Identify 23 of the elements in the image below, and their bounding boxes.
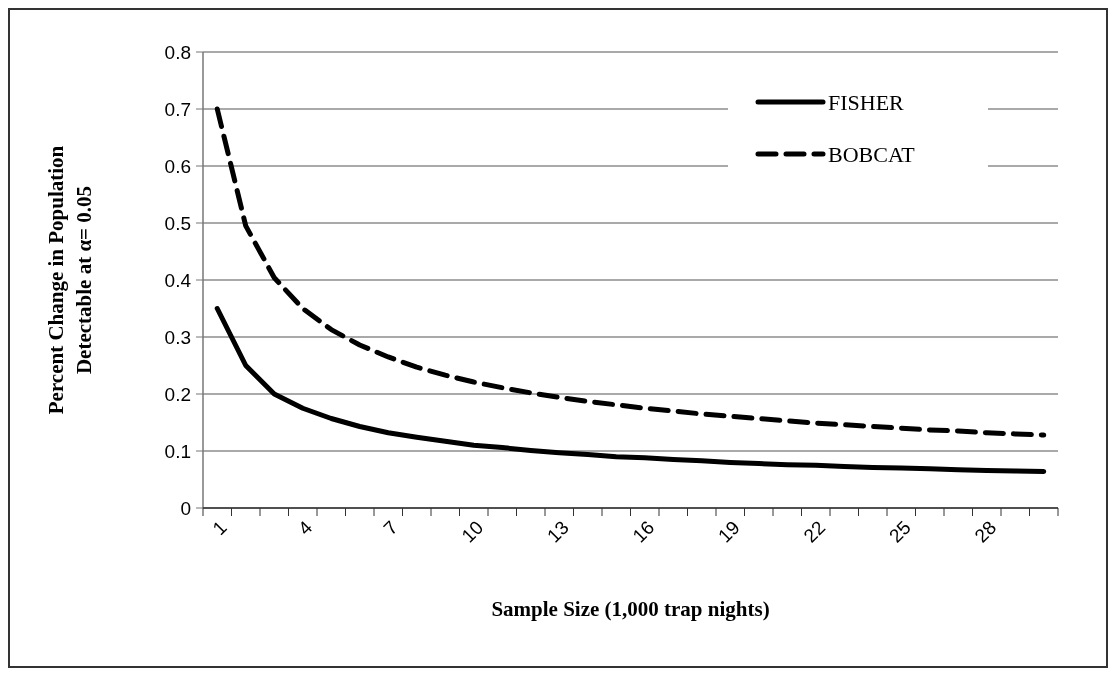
y-tick-label: 0 (180, 497, 191, 519)
x-tick-label: 7 (379, 516, 402, 540)
y-tick-label: 0.8 (164, 41, 191, 63)
y-tick-label: 0.2 (164, 383, 191, 405)
x-tick-label: 1 (208, 516, 231, 540)
y-tick-label: 0.4 (164, 269, 192, 291)
y-tick-label: 0.3 (164, 326, 191, 348)
y-axis-title: Percent Change in Population Detectable at α= 0.05 (44, 145, 96, 415)
x-tick-label: 22 (799, 516, 830, 547)
legend-label: BOBCAT (828, 141, 916, 167)
x-tick-label: 25 (884, 516, 915, 547)
x-tick-label: 10 (457, 516, 488, 547)
x-tick-label: 4 (293, 516, 317, 540)
y-tick-label: 0.5 (164, 212, 191, 234)
x-tick-label: 13 (542, 516, 573, 547)
y-tick-label: 0.6 (164, 155, 191, 177)
x-axis-title: Sample Size (1,000 trap nights) (491, 597, 770, 621)
x-tick-label: 19 (713, 516, 744, 547)
y-tick-label: 0.1 (164, 440, 191, 462)
y-tick-label: 0.7 (164, 98, 191, 120)
x-tick-label: 16 (628, 516, 659, 547)
legend-label: FISHER (828, 89, 905, 115)
x-tick-label: 28 (970, 516, 1001, 547)
